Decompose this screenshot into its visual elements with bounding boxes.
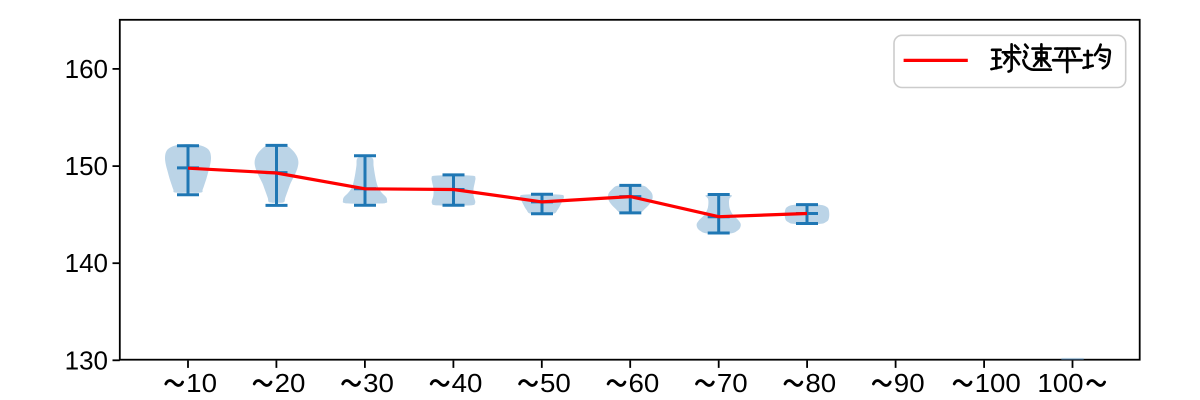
svg-text:90: 90 <box>894 368 925 398</box>
svg-text:130: 130 <box>65 345 108 375</box>
svg-text:100: 100 <box>975 368 1021 398</box>
svg-text:150: 150 <box>65 151 108 181</box>
svg-text:70: 70 <box>717 368 748 398</box>
svg-text:10: 10 <box>186 368 217 398</box>
svg-text:160: 160 <box>65 54 108 84</box>
svg-text:100: 100 <box>1037 368 1083 398</box>
svg-text:20: 20 <box>275 368 306 398</box>
svg-text:80: 80 <box>805 368 836 398</box>
svg-text:140: 140 <box>65 248 108 278</box>
svg-text:60: 60 <box>629 368 660 398</box>
svg-text:50: 50 <box>540 368 571 398</box>
svg-text:40: 40 <box>452 368 483 398</box>
svg-text:30: 30 <box>363 368 394 398</box>
